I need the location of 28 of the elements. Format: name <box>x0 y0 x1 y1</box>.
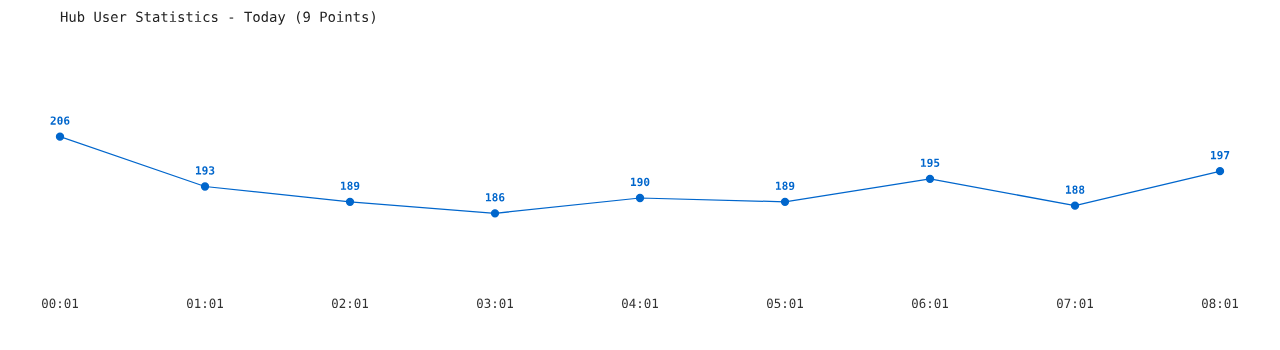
point <box>1215 166 1225 176</box>
point <box>55 132 65 141</box>
x-tick-label: 02:01 <box>332 298 368 309</box>
data-label: 189 <box>340 181 360 191</box>
point <box>345 197 355 207</box>
chart-title: Hub User Statistics - Today (9 Points) <box>60 11 375 25</box>
point <box>1070 201 1080 210</box>
data-label: 189 <box>775 181 795 191</box>
data-label: 188 <box>1065 185 1085 194</box>
x-tick-label: 03:01 <box>477 298 513 309</box>
x-tick-label: 05:01 <box>767 298 803 309</box>
point <box>635 193 645 203</box>
point <box>780 197 790 207</box>
data-label: 206 <box>50 116 70 125</box>
data-label: 190 <box>630 177 650 187</box>
x-tick-label: 00:01 <box>42 298 78 309</box>
x-tick-label: 01:01 <box>187 298 223 309</box>
data-label: 195 <box>920 158 940 168</box>
point <box>200 182 210 191</box>
point <box>925 174 935 184</box>
point <box>490 209 500 218</box>
x-tick-label: 06:01 <box>912 298 948 309</box>
data-label: 186 <box>485 193 505 202</box>
x-tick-label: 04:01 <box>622 298 658 309</box>
x-tick-label: 08:01 <box>1202 298 1238 309</box>
data-label: 197 <box>1210 150 1230 160</box>
x-tick-label: 07:01 <box>1057 298 1093 309</box>
data-label: 193 <box>195 166 215 175</box>
